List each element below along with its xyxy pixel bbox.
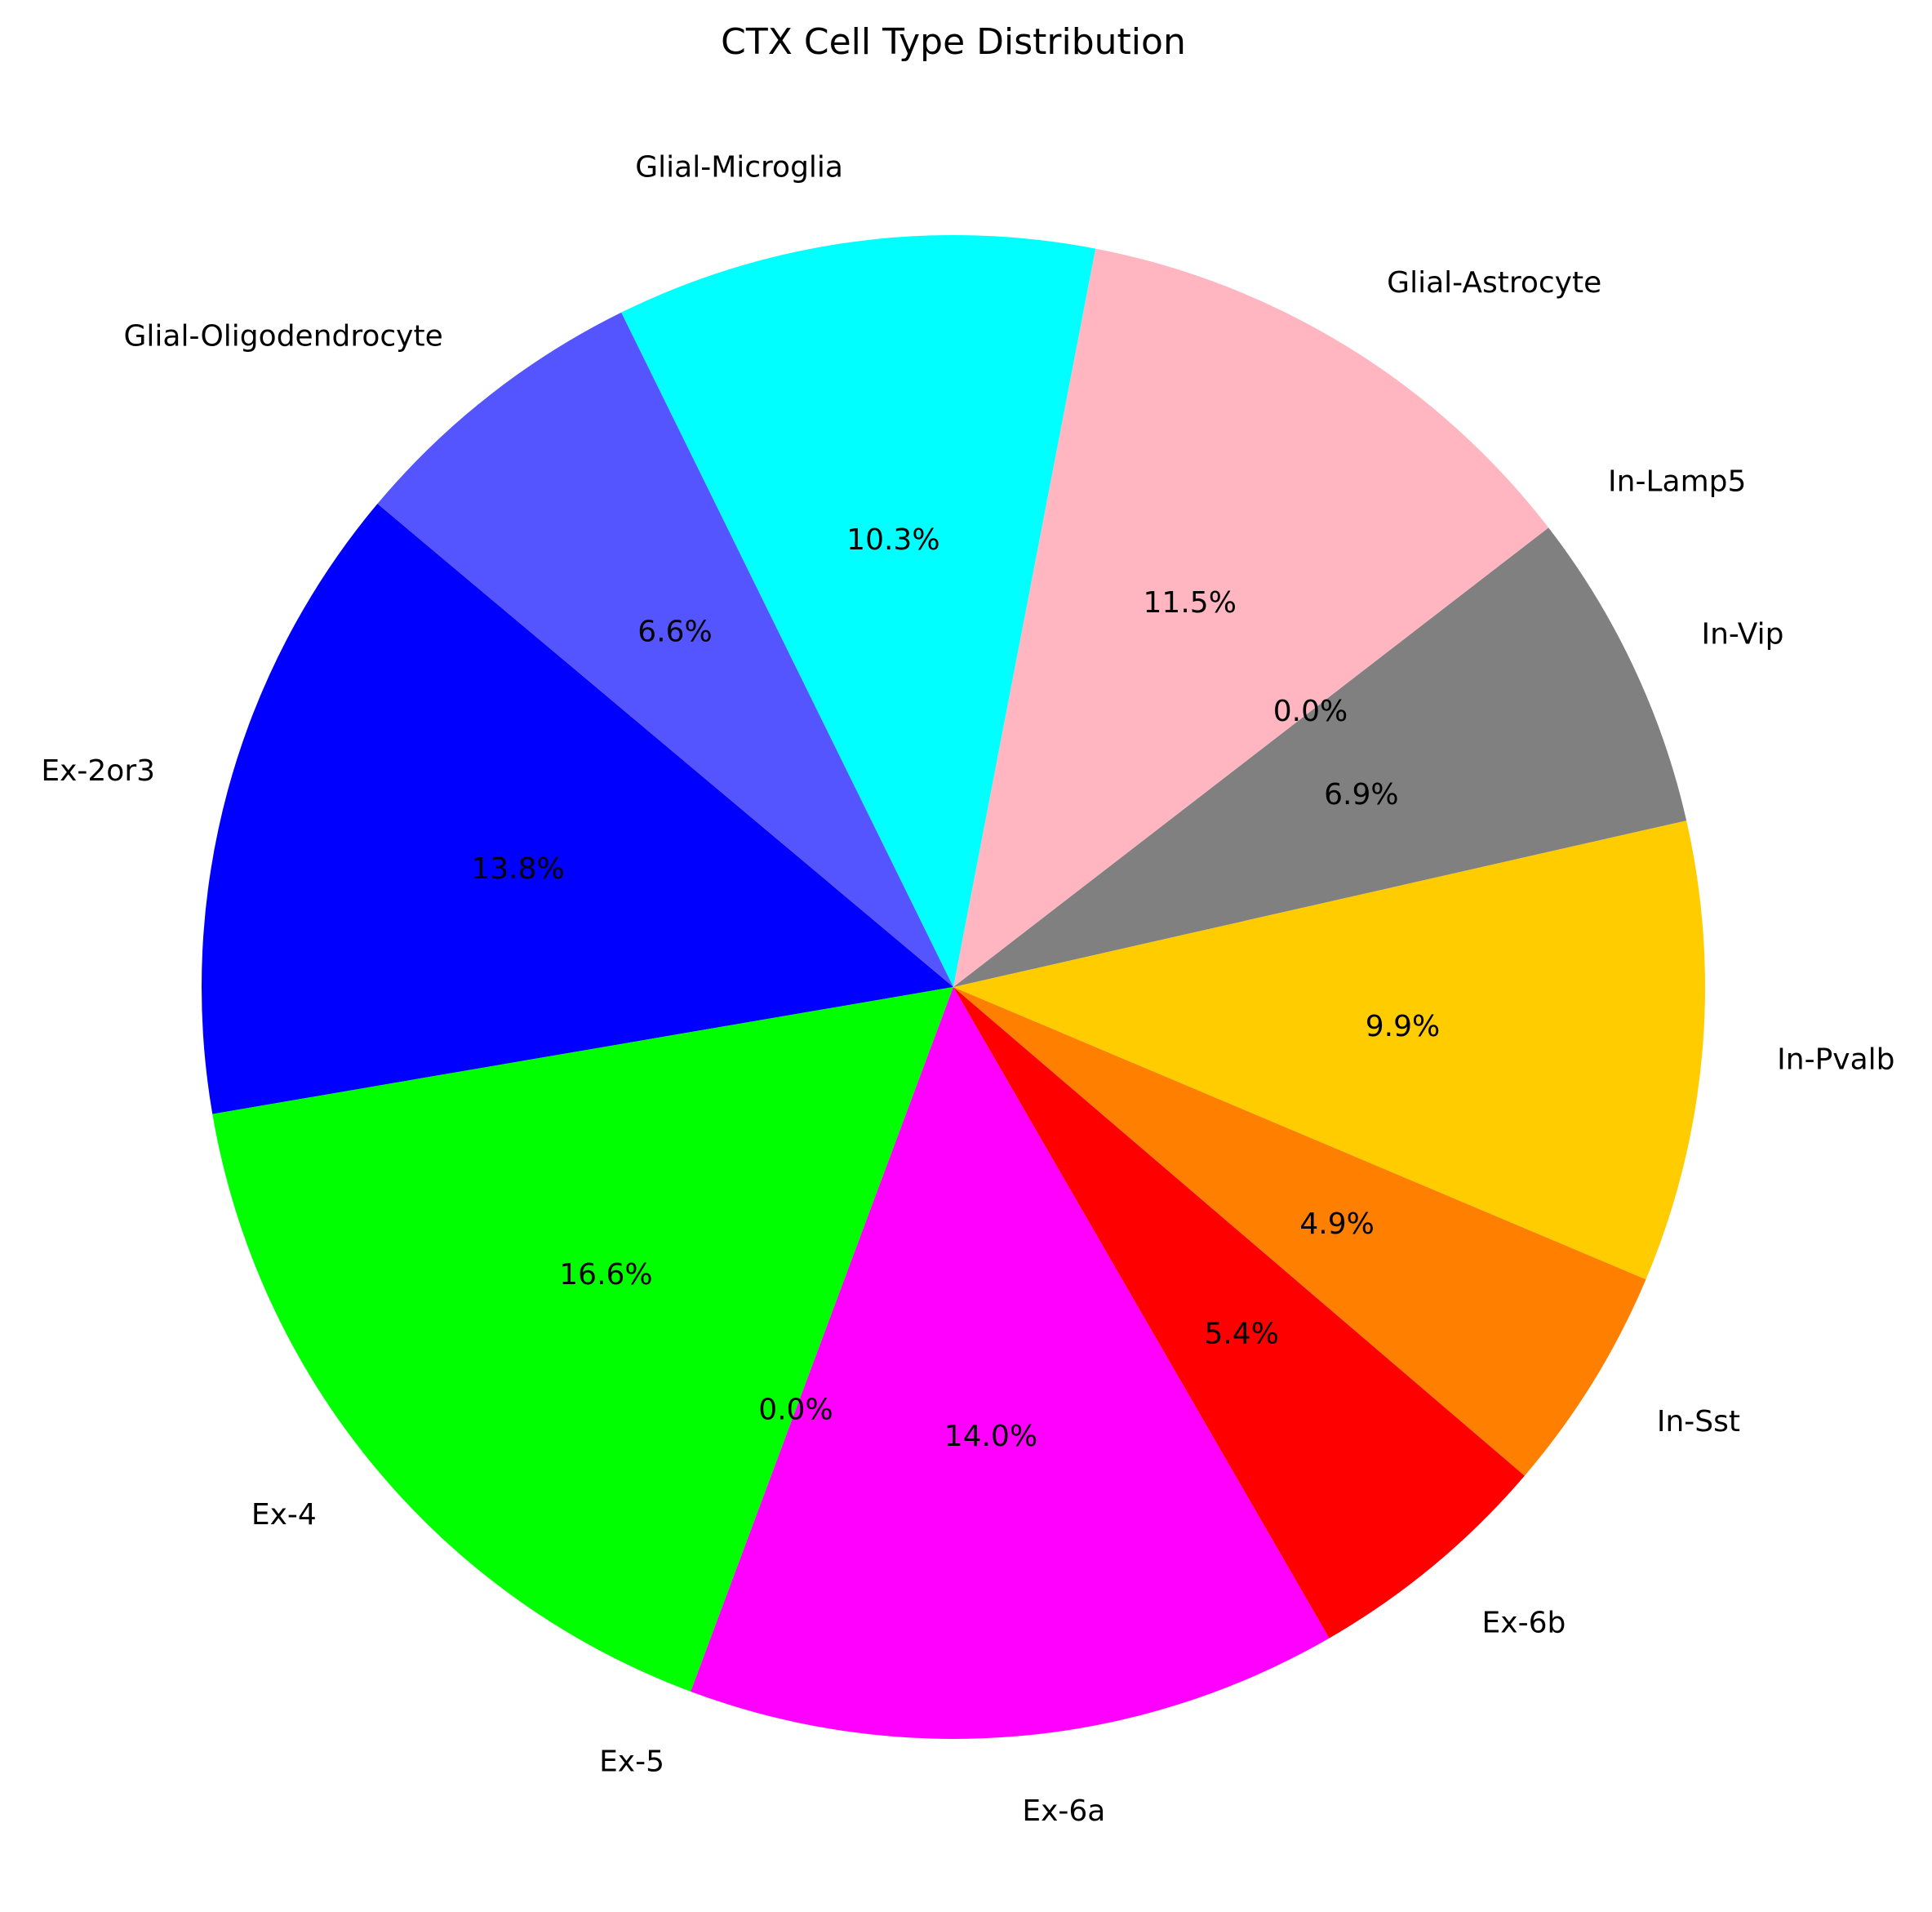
slice-label-in-pvalb: In-Pvalb — [1777, 1043, 1894, 1077]
pct-label-ex-2or3: 13.8% — [471, 852, 564, 886]
slice-label-ex-5: Ex-5 — [599, 1745, 664, 1779]
pct-label-ex-4: 16.6% — [559, 1258, 652, 1292]
pie-slice-glial-oligodendrocyte — [377, 312, 954, 987]
pie-slice-glial-astrocyte — [953, 248, 1549, 987]
slice-label-glial-astrocyte: Glial-Astrocyte — [1387, 266, 1601, 300]
pct-label-glial-astrocyte: 11.5% — [1144, 586, 1237, 620]
slice-label-ex-2or3: Ex-2or3 — [41, 754, 155, 788]
slice-label-in-lamp5: In-Lamp5 — [1608, 465, 1746, 499]
pct-label-in-sst: 4.9% — [1299, 1207, 1374, 1241]
pct-label-in-vip: 6.9% — [1324, 778, 1398, 811]
pie-slice-in-sst — [953, 987, 1646, 1476]
pie-slice-ex-6b — [953, 987, 1525, 1639]
pie-slice-ex-2or3 — [202, 503, 953, 1114]
pie-labels: Ex-2or3 13.8% Ex-4 16.6% Ex-5 0.0% Ex-6a 14.0% E… — [41, 150, 1894, 1828]
slice-label-in-sst: In-Sst — [1657, 1405, 1740, 1438]
pct-label-glial-microglia: 10.3% — [846, 523, 939, 557]
pct-label-in-pvalb: 9.9% — [1366, 1010, 1440, 1043]
pie-slice-in-vip — [953, 527, 1687, 987]
pie-slice-ex-4 — [212, 987, 953, 1692]
pie-slices — [202, 235, 1705, 1740]
slice-label-in-vip: In-Vip — [1701, 618, 1783, 651]
pct-label-ex-6b: 5.4% — [1204, 1317, 1278, 1350]
slice-label-glial-oligodendrocyte: Glial-Oligodendrocyte — [124, 319, 443, 353]
pct-label-in-lamp5: 0.0% — [1273, 695, 1348, 728]
pie-slice-in-pvalb — [953, 820, 1705, 1280]
slice-label-ex-6b: Ex-6b — [1482, 1607, 1566, 1640]
slice-label-glial-microglia: Glial-Microglia — [635, 150, 843, 184]
pct-label-ex-6a: 14.0% — [944, 1420, 1037, 1453]
slice-label-ex-4: Ex-4 — [251, 1498, 317, 1532]
pie-slice-glial-microglia — [621, 235, 1096, 988]
pie-slice-ex-6a — [691, 987, 1330, 1740]
chart-title: CTX Cell Type Distribution — [721, 21, 1186, 63]
slice-label-ex-6a: Ex-6a — [1022, 1794, 1105, 1828]
pct-label-glial-oligodendrocyte: 6.6% — [637, 616, 712, 649]
pct-label-ex-5: 0.0% — [758, 1393, 833, 1426]
